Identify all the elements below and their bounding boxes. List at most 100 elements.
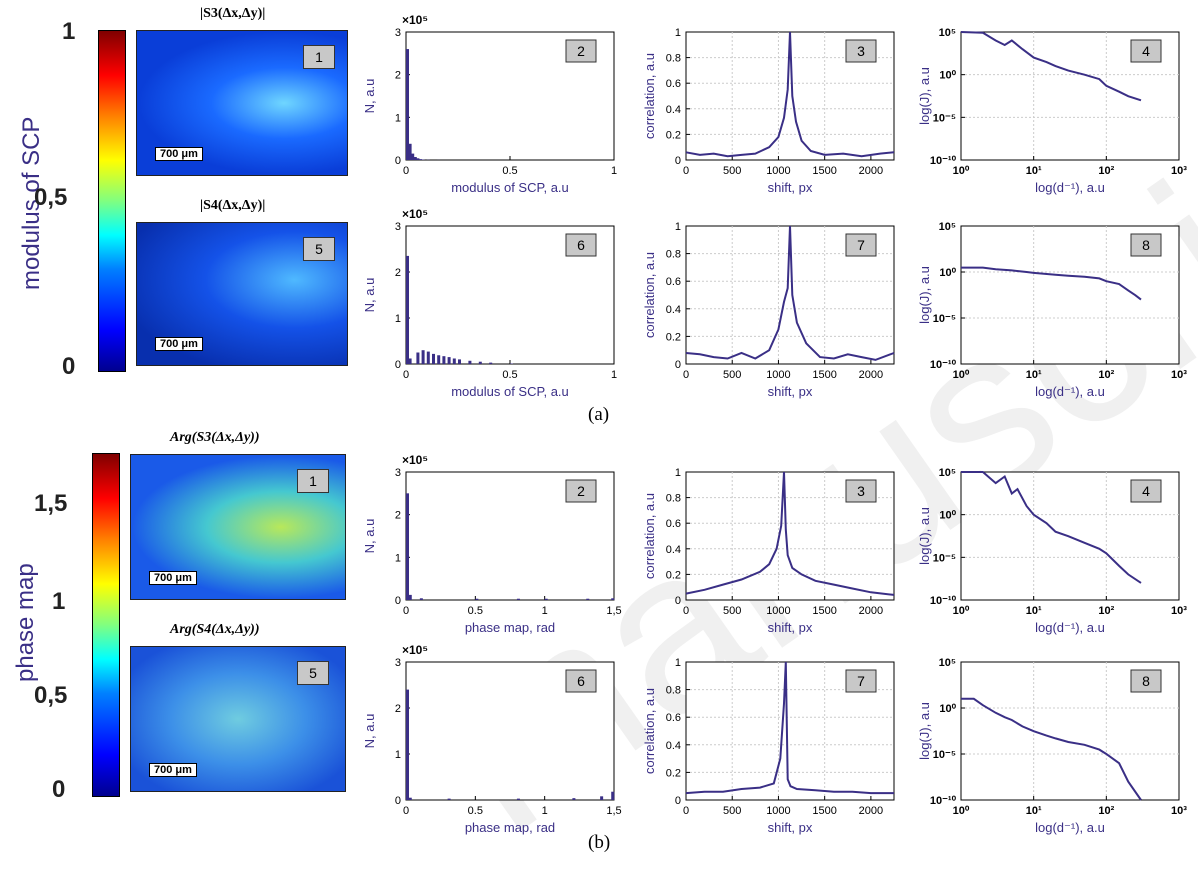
histogram-bar bbox=[427, 352, 430, 364]
x-axis-label: phase map, rad bbox=[465, 820, 555, 835]
x-tick-label: 1500 bbox=[812, 369, 836, 381]
y-tick-label: 0.8 bbox=[666, 53, 681, 65]
x-tick-label: 1,5 bbox=[606, 605, 621, 617]
y-axis-label: correlation, a.u bbox=[642, 493, 657, 579]
y-tick-label: 10⁻⁵ bbox=[933, 749, 956, 761]
histogram-bar bbox=[406, 49, 409, 160]
image-title-b5: Arg(S4(Δx,Δy)) bbox=[170, 622, 260, 638]
histogram-bar bbox=[409, 798, 412, 800]
colorbar-b-tick: 1 bbox=[52, 588, 65, 616]
scalebar-a1: 700 μm bbox=[155, 147, 203, 161]
y-tick-label: 10⁵ bbox=[939, 657, 956, 669]
x-tick-label: 10² bbox=[1098, 605, 1114, 617]
histogram-bar bbox=[611, 598, 614, 600]
panel-number-box: 6 bbox=[566, 670, 596, 692]
colorbar-b-tick: 0 bbox=[52, 776, 65, 804]
x-tick-label: 10² bbox=[1098, 165, 1114, 177]
y-tick-label: 0 bbox=[675, 359, 681, 371]
x-tick-label: 0 bbox=[683, 805, 689, 817]
x-axis-label: log(d⁻¹), a.u bbox=[1035, 820, 1105, 835]
histogram-bar bbox=[442, 356, 445, 364]
y-axis-label: N, a.u bbox=[362, 79, 377, 114]
map-image-b1: 1 700 μm bbox=[130, 454, 346, 600]
histogram-bar bbox=[437, 355, 440, 364]
y-tick-label: 0 bbox=[675, 155, 681, 167]
map-image-a5: 5 700 μm bbox=[136, 222, 348, 366]
y-axis-label: log(J), a.u bbox=[917, 702, 932, 760]
histogram-bar bbox=[517, 799, 520, 800]
panel-number-box: 2 bbox=[566, 40, 596, 62]
y-axis-label: N, a.u bbox=[362, 278, 377, 313]
subfigure-label-b: (b) bbox=[588, 832, 610, 854]
x-tick-label: 500 bbox=[723, 165, 741, 177]
panel-number-box: 4 bbox=[1131, 480, 1161, 502]
y-tick-label: 2 bbox=[395, 70, 401, 82]
y-tick-label: 10⁻⁵ bbox=[933, 552, 956, 564]
image-title-a5: |S4(Δx,Δy)| bbox=[200, 198, 265, 214]
histogram-bar bbox=[406, 690, 409, 800]
colorbar-a-tick: 0 bbox=[62, 353, 75, 381]
axis-exponent-label: ×10⁵ bbox=[402, 13, 428, 27]
panel-number-label: 8 bbox=[1142, 237, 1150, 253]
histogram-bar bbox=[416, 158, 419, 160]
y-axis-label: N, a.u bbox=[362, 519, 377, 554]
x-tick-label: 500 bbox=[723, 805, 741, 817]
y-axis-label: correlation, a.u bbox=[642, 688, 657, 774]
y-tick-label: 0.8 bbox=[666, 249, 681, 261]
histogram-bar bbox=[420, 598, 423, 600]
y-tick-label: 0.4 bbox=[666, 740, 681, 752]
x-tick-label: 10³ bbox=[1171, 605, 1187, 617]
colorbar-a-tick: 0,5 bbox=[34, 184, 67, 212]
scalebar-b1: 700 μm bbox=[149, 571, 197, 585]
x-tick-label: 10¹ bbox=[1026, 605, 1042, 617]
panel-number-a1: 1 bbox=[303, 45, 335, 69]
y-tick-label: 3 bbox=[395, 657, 401, 669]
x-tick-label: 0 bbox=[683, 605, 689, 617]
x-tick-label: 10¹ bbox=[1026, 805, 1042, 817]
y-axis-label: log(J), a.u bbox=[917, 67, 932, 125]
histogram-bar bbox=[453, 358, 456, 364]
x-tick-label: 2000 bbox=[859, 805, 883, 817]
x-tick-label: 1000 bbox=[766, 605, 790, 617]
y-tick-label: 1 bbox=[675, 27, 681, 39]
y-tick-label: 10⁻⁵ bbox=[933, 313, 956, 325]
y-tick-label: 3 bbox=[395, 221, 401, 233]
x-tick-label: 10² bbox=[1098, 805, 1114, 817]
panel-number-box: 3 bbox=[846, 40, 876, 62]
y-tick-label: 0 bbox=[395, 359, 401, 371]
panel-number-label: 8 bbox=[1142, 673, 1150, 689]
x-tick-label: 1,5 bbox=[606, 805, 621, 817]
y-tick-label: 10⁻⁵ bbox=[933, 112, 956, 124]
x-axis-label: modulus of SCP, a.u bbox=[451, 180, 569, 195]
histogram-bar bbox=[600, 796, 603, 800]
x-tick-label: 0 bbox=[403, 805, 409, 817]
panel-number-label: 3 bbox=[857, 43, 865, 59]
x-tick-label: 10³ bbox=[1171, 805, 1187, 817]
panel-number-box: 8 bbox=[1131, 234, 1161, 256]
y-tick-label: 10⁰ bbox=[939, 267, 956, 279]
histogram-bar bbox=[432, 354, 435, 364]
histogram-bar bbox=[422, 350, 425, 364]
x-tick-label: 0 bbox=[403, 605, 409, 617]
x-tick-label: 1000 bbox=[766, 165, 790, 177]
x-tick-label: 500 bbox=[723, 605, 741, 617]
histogram-bar bbox=[411, 154, 414, 160]
image-title-a1: |S3(Δx,Δy)| bbox=[200, 6, 265, 22]
panel-number-box: 7 bbox=[846, 234, 876, 256]
x-tick-label: 1 bbox=[542, 805, 548, 817]
colorbar-a bbox=[98, 30, 126, 372]
histogram-bar bbox=[414, 157, 417, 160]
y-tick-label: 10⁵ bbox=[939, 221, 956, 233]
y-tick-label: 2 bbox=[395, 510, 401, 522]
x-tick-label: 1500 bbox=[812, 605, 836, 617]
histogram-bar bbox=[406, 493, 409, 600]
x-tick-label: 500 bbox=[723, 369, 741, 381]
panel-number-box: 6 bbox=[566, 234, 596, 256]
histogram-bar bbox=[517, 599, 520, 600]
y-tick-label: 0.2 bbox=[666, 767, 681, 779]
